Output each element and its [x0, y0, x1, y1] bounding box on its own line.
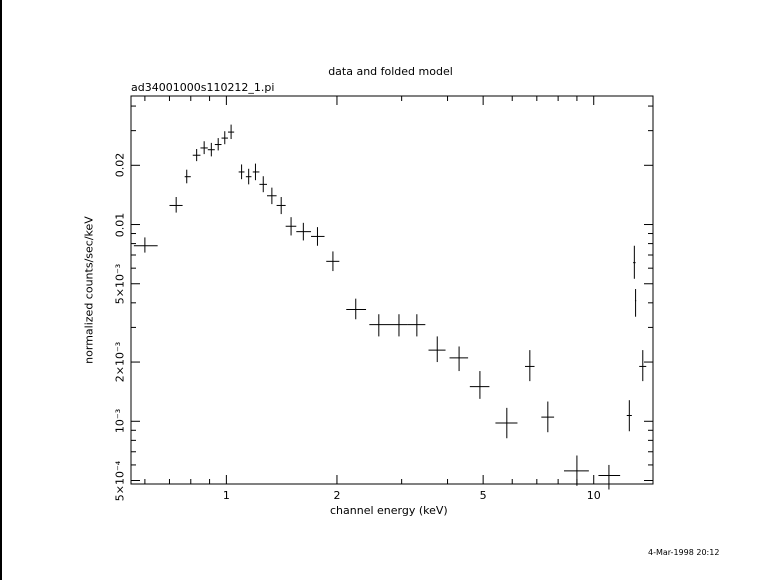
- data-point: [346, 298, 367, 320]
- y-axis-label: normalized counts/sec/keV: [82, 216, 96, 364]
- data-point: [311, 227, 325, 246]
- data-point: [495, 407, 518, 439]
- data-point: [449, 346, 469, 372]
- x-tick-label: 1: [222, 489, 230, 502]
- y-tick-label: 0.02: [113, 153, 127, 178]
- data-point: [407, 314, 426, 337]
- x-tick-label: 2: [333, 489, 341, 502]
- data-point: [267, 187, 277, 205]
- data-point: [252, 163, 260, 181]
- data-point: [221, 131, 228, 145]
- data-point: [563, 455, 589, 486]
- data-point: [184, 169, 191, 184]
- data-point: [214, 138, 222, 151]
- window-left-edge: [0, 0, 2, 580]
- data-point: [389, 314, 408, 337]
- data-point: [634, 289, 637, 317]
- data-point: [227, 124, 235, 140]
- timestamp: 4-Mar-1998 20:12: [648, 548, 720, 557]
- data-point: [169, 197, 183, 213]
- data-point: [276, 197, 286, 215]
- x-axis-label: channel energy (keV): [330, 504, 448, 517]
- y-tick-label: 2×10⁻³: [113, 341, 127, 383]
- data-point: [259, 176, 268, 193]
- data-point: [192, 149, 201, 162]
- y-tick-label: 5×10⁻⁴: [113, 460, 127, 501]
- data-point: [626, 400, 632, 432]
- data-point: [428, 336, 446, 363]
- data-point: [541, 401, 555, 433]
- data-point: [598, 464, 621, 490]
- data-point: [245, 168, 252, 185]
- chart-subtitle: ad34001000s110212_1.pi: [131, 81, 275, 94]
- data-point: [133, 237, 158, 253]
- plot-frame: [130, 95, 654, 485]
- data-point: [639, 350, 647, 382]
- y-tick-label: 5×10⁻³: [113, 263, 127, 304]
- y-tick-label: 10⁻³: [113, 409, 127, 434]
- x-tick-label: 10: [586, 489, 601, 502]
- data-point: [200, 141, 208, 155]
- data-point: [469, 371, 490, 399]
- data-point: [207, 142, 215, 157]
- data-point: [633, 245, 636, 279]
- data-point: [369, 314, 390, 337]
- data-point: [326, 251, 340, 272]
- chart-title: data and folded model: [328, 65, 453, 78]
- data-point: [296, 222, 312, 241]
- data-point: [524, 350, 535, 382]
- y-tick-label: 0.01: [113, 212, 127, 237]
- x-tick-label: 5: [479, 489, 487, 502]
- data-point: [238, 164, 245, 180]
- data-point: [285, 217, 297, 236]
